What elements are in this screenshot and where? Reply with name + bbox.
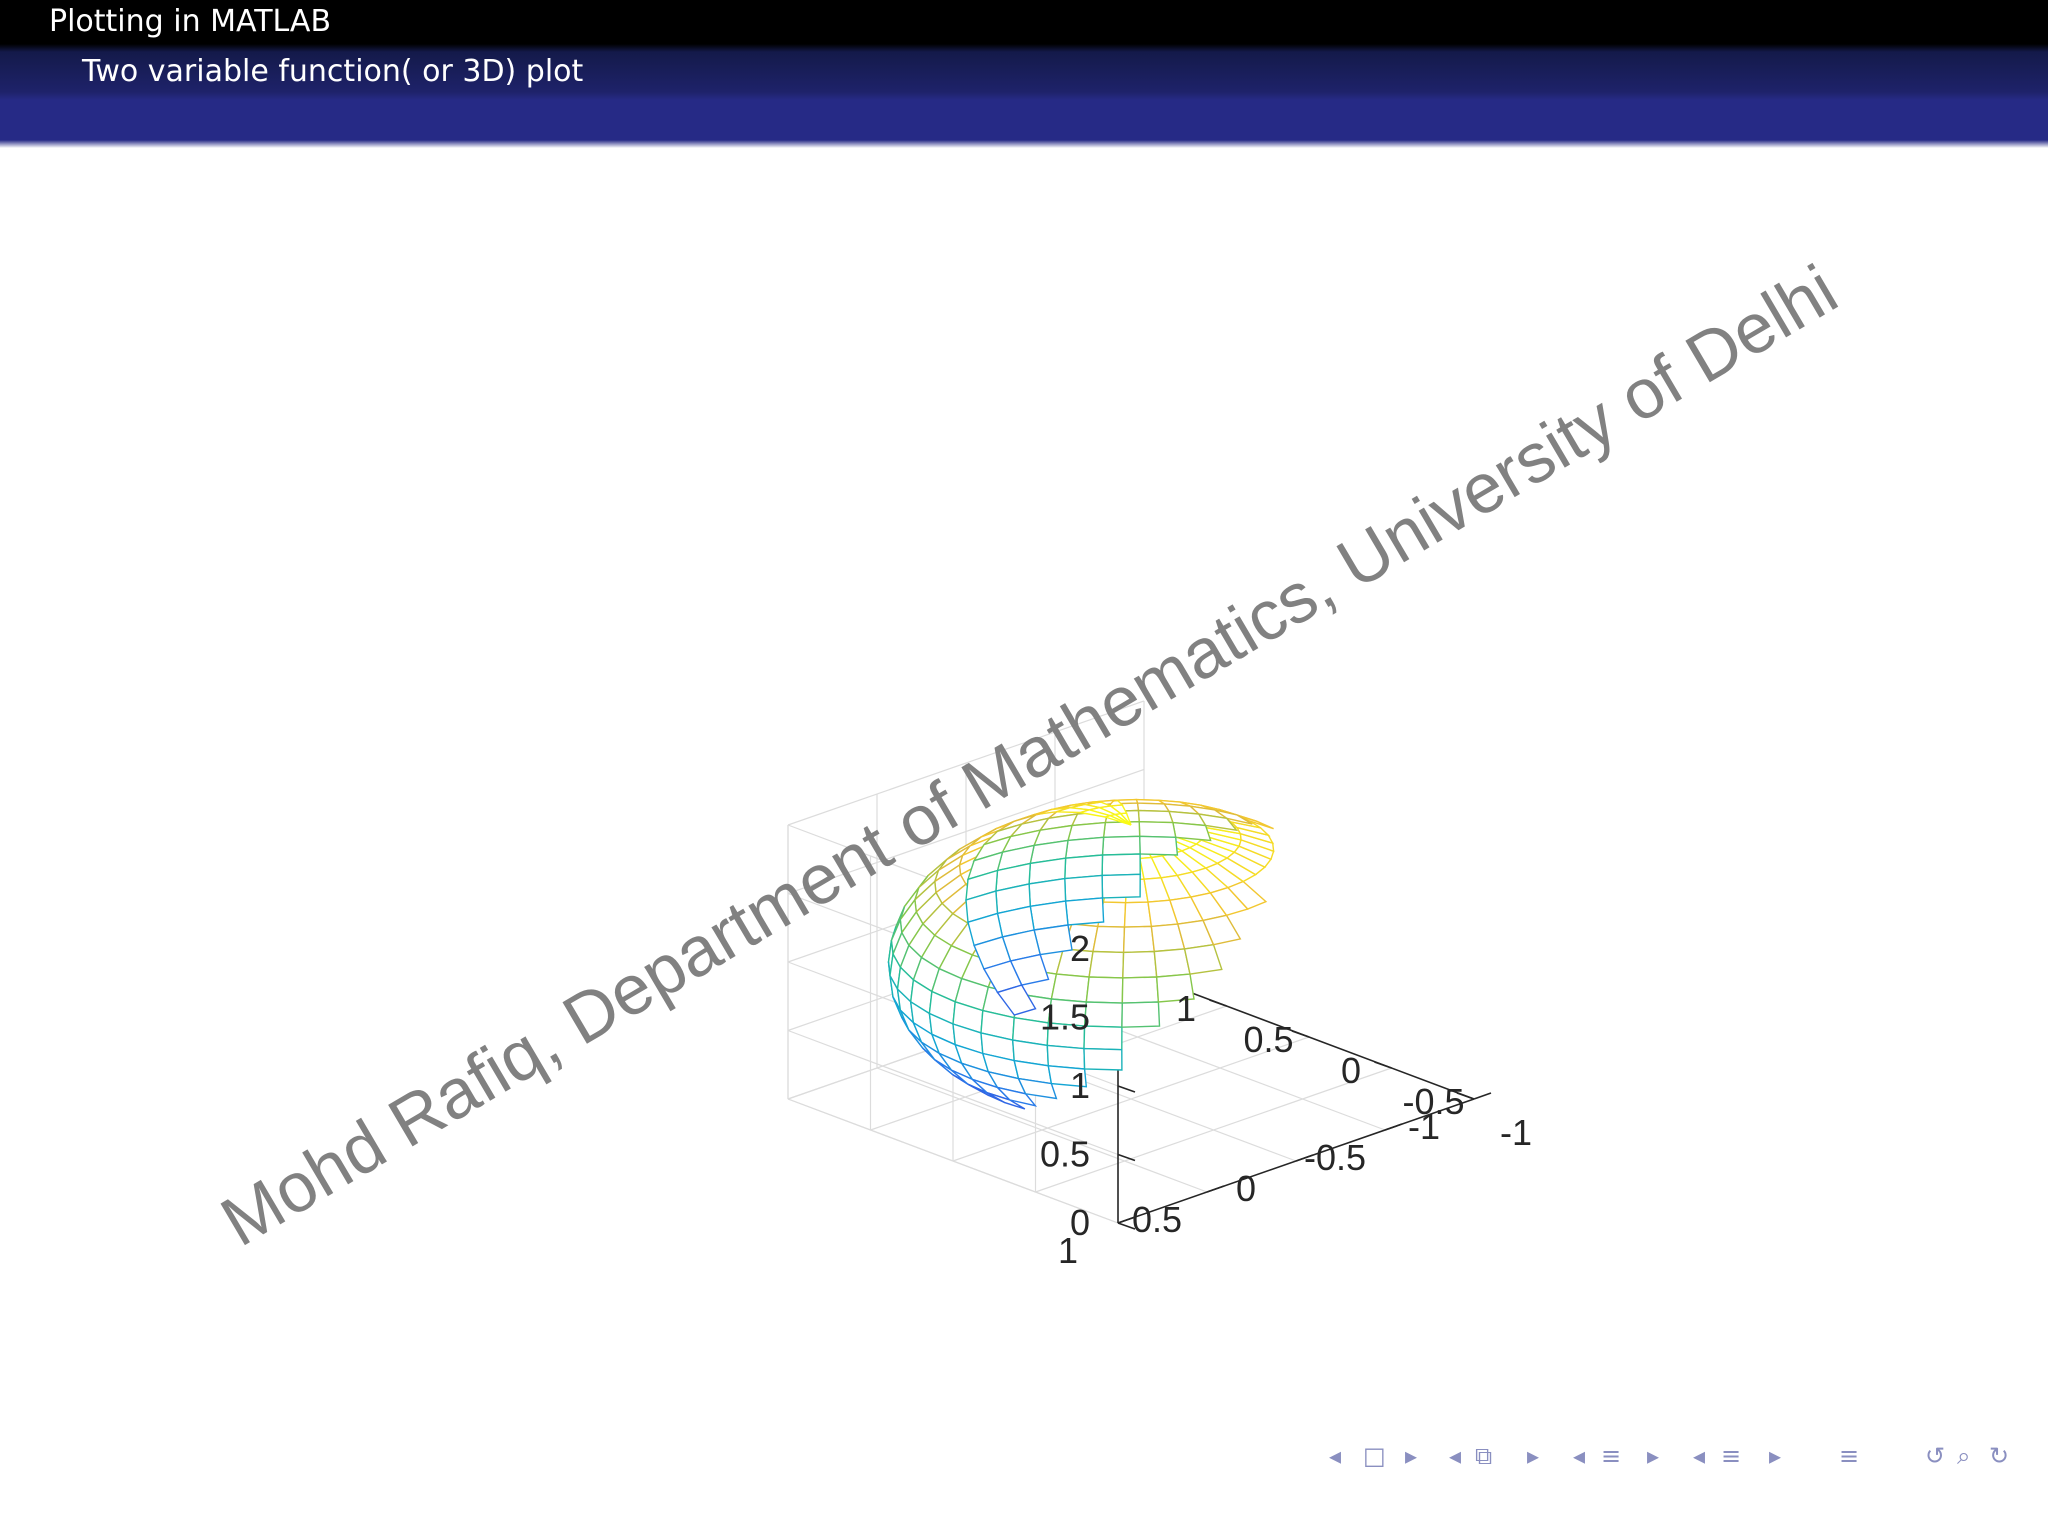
mesh-cell bbox=[1122, 925, 1156, 954]
y-tick bbox=[1206, 1185, 1225, 1193]
grid-line bbox=[787, 768, 1145, 895]
nav-frame-icon[interactable]: □ bbox=[1363, 1442, 1386, 1470]
y-tick-label: 1 bbox=[1058, 1230, 1078, 1271]
nav-first-icon[interactable]: ◂ bbox=[1329, 1442, 1342, 1470]
y-tick bbox=[1295, 1154, 1314, 1162]
y-tick-label: -0.5 bbox=[1304, 1137, 1366, 1178]
ellipsoid-mesh bbox=[887, 798, 1275, 1110]
mesh-cell bbox=[1123, 901, 1153, 928]
z-tick bbox=[1117, 1222, 1136, 1230]
beamer-navigation: ◂ □ ▸ ◂ ⧉ ▸ ◂ ≡ ▸ ◂ ≡ ▸ ≡ ↺ ⌕ ↻ bbox=[1325, 1442, 2035, 1478]
mesh-cell bbox=[1083, 1047, 1123, 1071]
mesh-cell bbox=[1138, 835, 1179, 856]
z-tick bbox=[1117, 1085, 1136, 1093]
slide-subtitle: Two variable function( or 3D) plot bbox=[82, 54, 584, 89]
mesh-cell bbox=[1172, 821, 1212, 842]
x-tick bbox=[1456, 1092, 1475, 1100]
nav-undo-icon[interactable]: ↺ bbox=[1925, 1442, 1946, 1470]
grid-line bbox=[787, 1029, 1119, 1156]
mesh-cell bbox=[986, 1092, 1026, 1110]
y-tick-label: 0 bbox=[1236, 1168, 1256, 1209]
mesh-cell bbox=[1092, 925, 1126, 954]
nav-section-icon[interactable]: ⧉ bbox=[1475, 1442, 1493, 1470]
z-tick-label: 0 bbox=[1070, 1202, 1090, 1243]
mesh-cell bbox=[996, 984, 1037, 1016]
mesh-cell bbox=[995, 1086, 1038, 1107]
z-tick bbox=[1117, 1153, 1136, 1162]
x-tick-label: 0.5 bbox=[1243, 1019, 1293, 1060]
nav-prev-subsection-icon[interactable]: ◂ bbox=[1573, 1442, 1586, 1470]
slide-title: Plotting in MATLAB bbox=[49, 4, 332, 39]
y-tick-label: -1 bbox=[1408, 1106, 1440, 1147]
mesh-cell bbox=[1101, 853, 1141, 877]
mesh-cell bbox=[1122, 950, 1158, 979]
x-tick bbox=[1291, 1030, 1310, 1038]
y-tick bbox=[1384, 1123, 1403, 1131]
slide-header: Plotting in MATLAB Two variable function… bbox=[0, 0, 2048, 148]
watermark-text: Mohd Rafiq, Department of Mathematics, U… bbox=[208, 250, 1850, 1261]
mesh-cell bbox=[1017, 1077, 1058, 1100]
nav-next-section-icon[interactable]: ▸ bbox=[1527, 1442, 1540, 1470]
mesh-cell bbox=[1226, 880, 1268, 910]
x-tick-label: 1 bbox=[1176, 988, 1196, 1029]
mesh-cell bbox=[1121, 976, 1160, 1004]
z-tick-label: 2 bbox=[1070, 928, 1090, 969]
tick-labels: 00.511.52-1-0.500.51-1-0.500.51 bbox=[1040, 928, 1532, 1271]
mesh-cell bbox=[1064, 854, 1104, 880]
mesh-cell bbox=[1101, 873, 1141, 899]
mesh-cell bbox=[1155, 973, 1195, 1003]
mesh-cell bbox=[1085, 976, 1124, 1004]
z-tick-label: 1.5 bbox=[1040, 997, 1090, 1038]
y-tick bbox=[1117, 1216, 1136, 1224]
nav-list-icon[interactable]: ≡ bbox=[1721, 1442, 1742, 1470]
x-tick-label: -0.5 bbox=[1402, 1081, 1464, 1122]
mesh-cell bbox=[1121, 1001, 1161, 1028]
nav-prev-section-icon[interactable]: ◂ bbox=[1449, 1442, 1462, 1470]
x-tick bbox=[1209, 999, 1227, 1007]
grid-line bbox=[787, 1098, 1119, 1224]
nav-subsection-icon[interactable]: ≡ bbox=[1601, 1442, 1622, 1470]
mesh-cell bbox=[1101, 835, 1141, 856]
y-tick bbox=[1473, 1092, 1492, 1100]
x-tick-label: -1 bbox=[1500, 1112, 1532, 1153]
mesh-cell bbox=[1138, 820, 1177, 839]
nav-search-icon[interactable]: ⌕ bbox=[1957, 1442, 1971, 1470]
mesh-cell bbox=[1202, 914, 1242, 946]
x-tick-label: 0 bbox=[1341, 1050, 1361, 1091]
grid-line bbox=[787, 700, 1145, 826]
mesh-cell bbox=[1183, 943, 1223, 975]
nav-next-list-icon[interactable]: ▸ bbox=[1769, 1442, 1782, 1470]
nav-next-frame-icon[interactable]: ▸ bbox=[1405, 1442, 1418, 1470]
nav-redo-icon[interactable]: ↻ bbox=[1989, 1442, 2010, 1470]
x-tick bbox=[1374, 1061, 1392, 1069]
mesh-cell bbox=[1064, 874, 1104, 902]
mesh-cell bbox=[1064, 897, 1105, 926]
mesh-cell bbox=[1088, 950, 1125, 979]
nav-align-icon[interactable]: ≡ bbox=[1839, 1442, 1860, 1470]
mesh-cell bbox=[1153, 948, 1191, 978]
grid-line bbox=[876, 1067, 1208, 1193]
z-tick-label: 0.5 bbox=[1040, 1134, 1090, 1175]
z-tick-label: 1 bbox=[1070, 1065, 1090, 1106]
mesh-cell bbox=[1102, 820, 1141, 839]
y-tick-label: 0.5 bbox=[1132, 1199, 1182, 1240]
nav-prev-list-icon[interactable]: ◂ bbox=[1693, 1442, 1706, 1470]
nav-next-subsection-icon[interactable]: ▸ bbox=[1647, 1442, 1660, 1470]
mesh-cell bbox=[1137, 809, 1174, 824]
mesh-cell bbox=[1083, 1001, 1124, 1028]
mesh-cell bbox=[1047, 1065, 1088, 1088]
